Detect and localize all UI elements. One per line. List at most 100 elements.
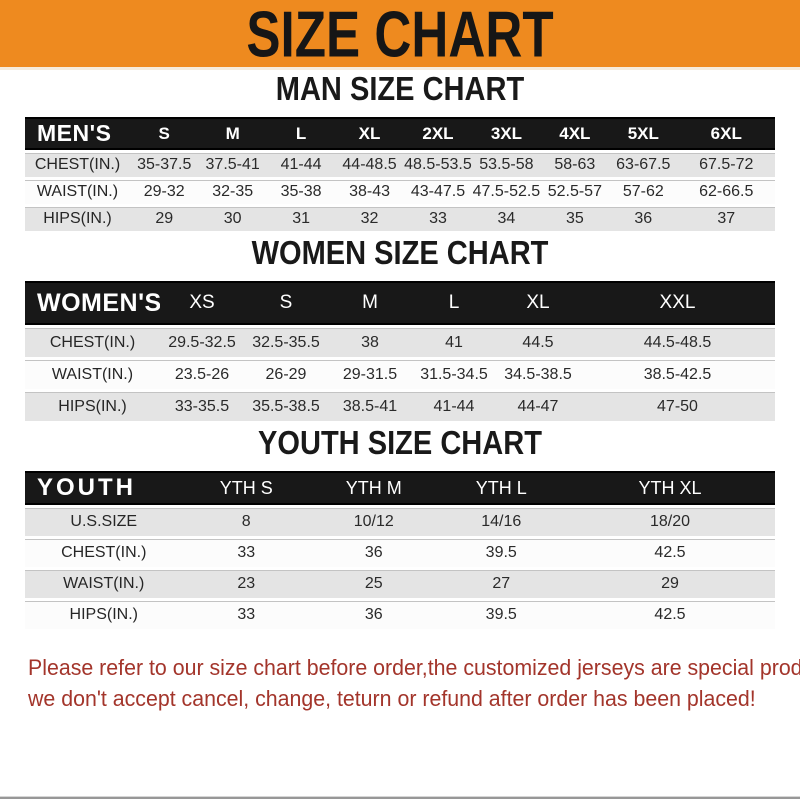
size-group-header-row: MEN'S S M L XL 2XL 3XL 4XL 5XL 6XL	[25, 117, 775, 150]
size-value-cell: 44-47	[496, 392, 580, 421]
row-label: WAIST(IN.)	[25, 180, 130, 204]
size-value-cell: 53.5-58	[472, 153, 541, 177]
size-value-cell: 38	[328, 328, 412, 357]
youth-size-table: YOUTH YTH S YTH M YTH L YTH XL U.S.SIZE 8 10/12…	[25, 468, 775, 632]
table-group-label: WOMEN'S	[25, 281, 160, 325]
size-column-header: XXL	[580, 281, 775, 325]
size-value-cell: 8	[182, 508, 310, 536]
row-label: CHEST(IN.)	[25, 153, 130, 177]
size-value-cell: 29.5-32.5	[160, 328, 244, 357]
size-value-cell: 52.5-57	[540, 180, 610, 204]
size-value-cell: 25	[310, 570, 438, 598]
size-column-header: M	[328, 281, 412, 325]
size-value-cell: 32-35	[198, 180, 267, 204]
size-value-cell: 39.5	[437, 539, 565, 567]
size-value-cell: 32.5-35.5	[244, 328, 328, 357]
size-column-header: YTH L	[437, 471, 565, 505]
table-row: HIPS(IN.) 33 36 39.5 42.5	[25, 601, 775, 629]
size-value-cell: 33-35.5	[160, 392, 244, 421]
size-column-header: S	[244, 281, 328, 325]
size-value-cell: 44.5	[496, 328, 580, 357]
size-column-header: XL	[335, 117, 404, 150]
row-label: HIPS(IN.)	[25, 392, 160, 421]
size-value-cell: 47.5-52.5	[472, 180, 541, 204]
table-group-label: MEN'S	[25, 117, 130, 150]
women-size-table: WOMEN'S XS S M L XL XXL CHEST(IN.) 29.5-32.5 32.5…	[25, 278, 775, 424]
row-label: CHEST(IN.)	[25, 539, 183, 567]
size-value-cell: 57-62	[609, 180, 678, 204]
size-column-header: 3XL	[472, 117, 541, 150]
size-column-header: XS	[160, 281, 244, 325]
size-value-cell: 38.5-42.5	[580, 360, 775, 389]
size-value-cell: 33	[182, 539, 310, 567]
size-value-cell: 31	[266, 207, 336, 231]
footer-note-line2: we don't accept cancel, change, teturn o…	[28, 686, 756, 711]
size-value-cell: 29	[130, 207, 199, 231]
table-row: HIPS(IN.) 33-35.5 35.5-38.5 38.5-41 41-44 44-…	[25, 392, 775, 421]
size-column-header: M	[198, 117, 267, 150]
man-size-chart-section: MAN SIZE CHART MEN'S S M L XL 2XL 3XL 4XL 5XL 6XL…	[0, 70, 800, 234]
table-row: CHEST(IN.) 33 36 39.5 42.5	[25, 539, 775, 567]
size-column-header: XL	[496, 281, 580, 325]
women-section-heading: WOMEN SIZE CHART	[251, 234, 549, 271]
size-column-header: L	[266, 117, 336, 150]
size-value-cell: 26-29	[244, 360, 328, 389]
size-column-header: S	[130, 117, 199, 150]
size-value-cell: 33	[182, 601, 310, 629]
size-column-header: YTH M	[310, 471, 438, 505]
size-value-cell: 44-48.5	[335, 153, 404, 177]
size-group-header-row: WOMEN'S XS S M L XL XXL	[25, 281, 775, 325]
size-value-cell: 35.5-38.5	[244, 392, 328, 421]
size-value-cell: 67.5-72	[677, 153, 775, 177]
table-group-label: YOUTH	[25, 471, 183, 505]
size-value-cell: 63-67.5	[609, 153, 678, 177]
size-value-cell: 29-31.5	[328, 360, 412, 389]
row-label: WAIST(IN.)	[25, 360, 160, 389]
table-row: U.S.SIZE 8 10/12 14/16 18/20	[25, 508, 775, 536]
size-value-cell: 58-63	[540, 153, 610, 177]
row-label: HIPS(IN.)	[25, 601, 183, 629]
size-value-cell: 34.5-38.5	[496, 360, 580, 389]
size-value-cell: 39.5	[437, 601, 565, 629]
size-value-cell: 30	[198, 207, 267, 231]
youth-size-chart-section: YOUTH SIZE CHART YOUTH YTH S YTH M YTH L YTH…	[0, 424, 800, 632]
row-label: U.S.SIZE	[25, 508, 183, 536]
size-value-cell: 29	[565, 570, 775, 598]
table-row: WAIST(IN.) 23 25 27 29	[25, 570, 775, 598]
row-label: WAIST(IN.)	[25, 570, 183, 598]
size-value-cell: 32	[335, 207, 404, 231]
size-column-header: YTH XL	[565, 471, 775, 505]
table-row: WAIST(IN.) 23.5-26 26-29 29-31.5 31.5-34.5 34…	[25, 360, 775, 389]
size-chart-title: SIZE CHART	[246, 0, 554, 71]
size-value-cell: 41	[412, 328, 496, 357]
man-section-heading: MAN SIZE CHART	[275, 70, 525, 107]
table-row: CHEST(IN.) 35-37.5 37.5-41 41-44 44-48.5 48.5…	[25, 153, 775, 177]
size-value-cell: 43-47.5	[403, 180, 473, 204]
size-value-cell: 33	[403, 207, 473, 231]
size-chart-banner: SIZE CHART	[0, 0, 800, 70]
size-value-cell: 47-50	[580, 392, 775, 421]
size-value-cell: 62-66.5	[677, 180, 775, 204]
size-value-cell: 35-38	[266, 180, 336, 204]
size-value-cell: 10/12	[310, 508, 438, 536]
size-value-cell: 35	[540, 207, 610, 231]
size-value-cell: 37	[677, 207, 775, 231]
size-value-cell: 41-44	[412, 392, 496, 421]
size-value-cell: 42.5	[565, 539, 775, 567]
table-row: WAIST(IN.) 29-32 32-35 35-38 38-43 43-47.5 47.…	[25, 180, 775, 204]
youth-section-heading: YOUTH SIZE CHART	[258, 424, 542, 461]
footer-disclaimer: Please refer to our size chart before or…	[28, 652, 800, 714]
men-size-table: MEN'S S M L XL 2XL 3XL 4XL 5XL 6XL CHEST(IN.) 35-37…	[25, 114, 775, 234]
row-label: CHEST(IN.)	[25, 328, 160, 357]
size-value-cell: 44.5-48.5	[580, 328, 775, 357]
size-column-header: 2XL	[403, 117, 473, 150]
size-value-cell: 34	[472, 207, 541, 231]
table-row: CHEST(IN.) 29.5-32.5 32.5-35.5 38 41 44.5 44.5…	[25, 328, 775, 357]
size-column-header: YTH S	[182, 471, 310, 505]
size-column-header: 6XL	[677, 117, 775, 150]
size-value-cell: 27	[437, 570, 565, 598]
size-value-cell: 35-37.5	[130, 153, 199, 177]
size-column-header: 4XL	[540, 117, 610, 150]
size-value-cell: 38.5-41	[328, 392, 412, 421]
size-value-cell: 23.5-26	[160, 360, 244, 389]
